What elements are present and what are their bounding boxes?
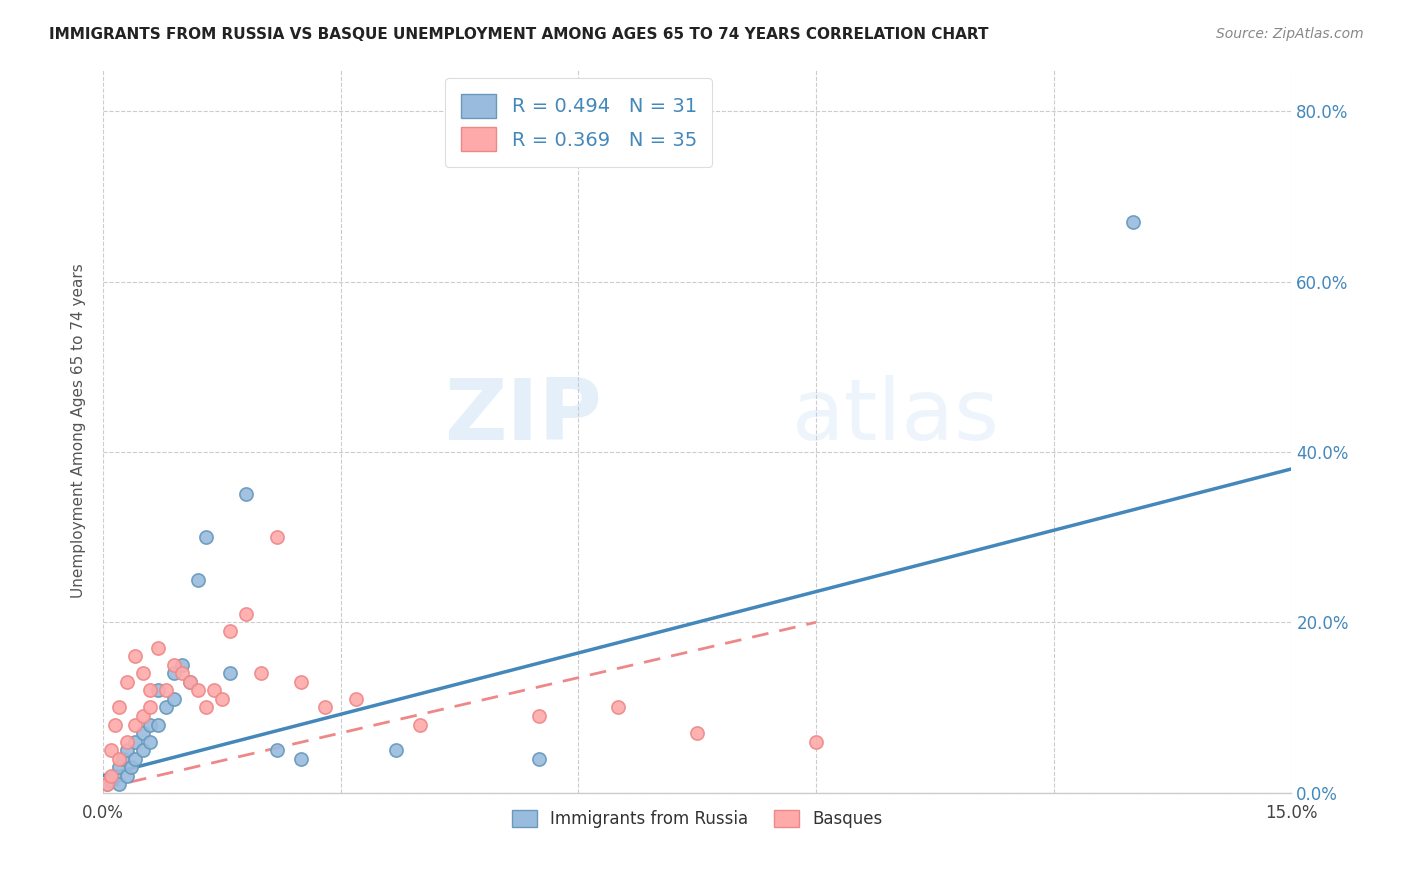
- Point: [527, 751, 550, 765]
- Point: [187, 573, 209, 587]
- Point: [148, 717, 170, 731]
- Point: [218, 624, 240, 638]
- Point: [290, 674, 312, 689]
- Point: [179, 674, 201, 689]
- Point: [804, 734, 827, 748]
- Point: [211, 692, 233, 706]
- Point: [172, 666, 194, 681]
- Point: [107, 760, 129, 774]
- Point: [179, 674, 201, 689]
- Point: [235, 487, 257, 501]
- Point: [686, 726, 709, 740]
- Point: [607, 700, 630, 714]
- Text: atlas: atlas: [792, 375, 1000, 458]
- Point: [131, 743, 153, 757]
- Point: [131, 709, 153, 723]
- Point: [115, 769, 138, 783]
- Point: [104, 769, 127, 783]
- Point: [163, 692, 186, 706]
- Point: [120, 760, 142, 774]
- Point: [124, 649, 146, 664]
- Point: [194, 530, 217, 544]
- Point: [124, 717, 146, 731]
- Point: [163, 666, 186, 681]
- Point: [148, 640, 170, 655]
- Point: [314, 700, 336, 714]
- Point: [187, 683, 209, 698]
- Point: [124, 751, 146, 765]
- Point: [266, 530, 288, 544]
- Point: [124, 734, 146, 748]
- Point: [104, 717, 127, 731]
- Point: [155, 683, 177, 698]
- Y-axis label: Unemployment Among Ages 65 to 74 years: Unemployment Among Ages 65 to 74 years: [72, 263, 86, 598]
- Point: [202, 683, 225, 698]
- Point: [115, 743, 138, 757]
- Point: [107, 700, 129, 714]
- Text: Source: ZipAtlas.com: Source: ZipAtlas.com: [1216, 27, 1364, 41]
- Point: [172, 657, 194, 672]
- Point: [131, 726, 153, 740]
- Point: [218, 666, 240, 681]
- Point: [139, 734, 162, 748]
- Point: [100, 772, 122, 787]
- Point: [527, 709, 550, 723]
- Point: [100, 743, 122, 757]
- Legend: Immigrants from Russia, Basques: Immigrants from Russia, Basques: [506, 804, 889, 835]
- Point: [290, 751, 312, 765]
- Point: [155, 700, 177, 714]
- Point: [139, 700, 162, 714]
- Text: ZIP: ZIP: [444, 375, 602, 458]
- Point: [131, 666, 153, 681]
- Point: [346, 692, 368, 706]
- Point: [96, 777, 118, 791]
- Point: [115, 674, 138, 689]
- Point: [148, 683, 170, 698]
- Point: [385, 743, 408, 757]
- Point: [107, 777, 129, 791]
- Point: [139, 717, 162, 731]
- Text: IMMIGRANTS FROM RUSSIA VS BASQUE UNEMPLOYMENT AMONG AGES 65 TO 74 YEARS CORRELAT: IMMIGRANTS FROM RUSSIA VS BASQUE UNEMPLO…: [49, 27, 988, 42]
- Point: [163, 657, 186, 672]
- Point: [115, 734, 138, 748]
- Point: [139, 683, 162, 698]
- Point: [111, 751, 134, 765]
- Point: [235, 607, 257, 621]
- Point: [194, 700, 217, 714]
- Point: [107, 751, 129, 765]
- Point: [96, 777, 118, 791]
- Point: [1122, 215, 1144, 229]
- Point: [266, 743, 288, 757]
- Point: [250, 666, 273, 681]
- Point: [100, 769, 122, 783]
- Point: [409, 717, 432, 731]
